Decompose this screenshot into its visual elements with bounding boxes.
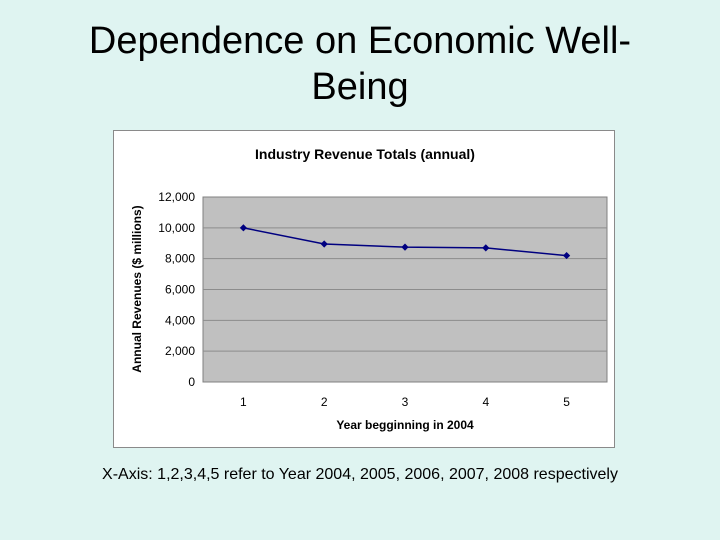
chart-frame: Industry Revenue Totals (annual) 0 2,000 4… (113, 130, 615, 448)
data-point (401, 243, 409, 251)
y-tick-label: 0 (188, 375, 195, 389)
y-tick-label: 8,000 (165, 252, 195, 266)
y-tick-label: 2,000 (165, 344, 195, 358)
y-tick-label: 10,000 (158, 221, 195, 235)
y-tick-label: 12,000 (158, 190, 195, 204)
x-tick-label: 2 (321, 395, 328, 409)
grid-lines (203, 227, 607, 352)
x-tick-label: 5 (563, 395, 570, 409)
y-axis-ticks: 0 2,000 4,000 6,000 8,000 10,000 12,000 (158, 190, 195, 389)
x-axis-label: Year begginning in 2004 (336, 418, 474, 432)
slide-title-line-1: Dependence on Economic Well- (88, 20, 632, 62)
data-point (239, 224, 247, 232)
data-point (563, 251, 571, 260)
slide-title: Dependence on Economic Well- Being (20, 18, 700, 110)
y-axis-label: Annual Revenues ($ millions) (130, 205, 144, 372)
data-points (239, 224, 571, 260)
x-axis-ticks: 1 2 3 4 5 (240, 395, 570, 409)
x-tick-label: 3 (402, 395, 409, 409)
y-tick-label: 6,000 (165, 283, 195, 297)
data-point (320, 240, 328, 248)
revenue-line-chart: Industry Revenue Totals (annual) 0 2,000 4… (130, 146, 608, 432)
y-tick-label: 4,000 (165, 313, 195, 327)
x-tick-label: 4 (482, 395, 489, 409)
x-tick-label: 1 (240, 395, 247, 409)
data-point (482, 244, 490, 252)
x-axis-caption: X-Axis: 1,2,3,4,5 refer to Year 2004, 20… (102, 466, 618, 483)
chart-title: Industry Revenue Totals (annual) (255, 146, 475, 162)
slide-title-line-2: Being (311, 66, 409, 108)
